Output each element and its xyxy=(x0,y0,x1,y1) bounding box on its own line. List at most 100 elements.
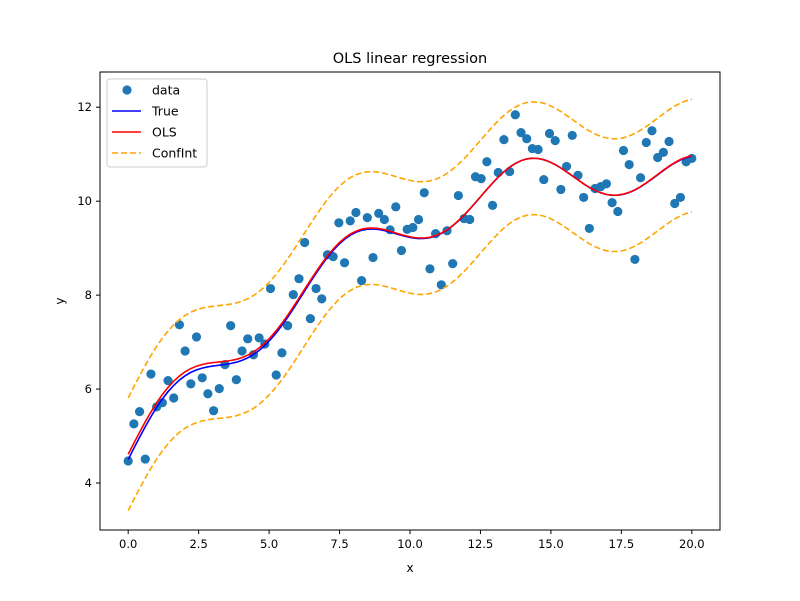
data-point xyxy=(601,179,612,189)
data-point xyxy=(379,214,389,225)
data-point xyxy=(134,407,145,417)
data-point xyxy=(584,223,594,234)
data-point xyxy=(208,406,219,416)
data-point xyxy=(675,192,686,203)
data-point xyxy=(453,190,463,201)
data-point xyxy=(687,153,697,164)
y-axis-label: y xyxy=(53,297,67,304)
data-point xyxy=(288,290,298,300)
legend-label: ConfInt xyxy=(152,146,197,161)
data-point xyxy=(368,252,378,263)
data-point xyxy=(294,274,304,284)
data-point xyxy=(254,333,264,343)
x-tick-label: 5.0 xyxy=(260,537,278,551)
data-point xyxy=(493,167,503,178)
data-point xyxy=(624,159,634,170)
data-point xyxy=(186,379,196,389)
x-tick-label: 17.5 xyxy=(609,537,635,551)
data-point xyxy=(265,283,276,294)
data-point xyxy=(635,173,646,183)
data-point xyxy=(180,346,190,356)
data-point xyxy=(157,398,167,408)
ols-line xyxy=(127,154,693,455)
x-tick-label: 10.0 xyxy=(397,537,423,551)
data-point xyxy=(482,157,492,167)
legend-label: OLS xyxy=(152,125,177,140)
x-tick-label: 12.5 xyxy=(468,537,494,551)
data-point xyxy=(413,214,424,225)
chart-title: OLS linear regression xyxy=(333,51,487,67)
data-point xyxy=(197,373,207,383)
data-point xyxy=(129,419,139,429)
confint-upper-line xyxy=(127,98,693,399)
data-point xyxy=(277,348,287,358)
data-point xyxy=(237,346,247,356)
data-point xyxy=(317,294,327,304)
data-point xyxy=(522,134,532,144)
data-point xyxy=(664,136,674,147)
data-point xyxy=(618,145,629,156)
data-point xyxy=(505,166,515,177)
x-tick-label: 2.5 xyxy=(189,537,207,551)
data-point xyxy=(539,174,549,185)
data-point xyxy=(499,135,509,145)
data-point xyxy=(579,192,589,203)
data-point xyxy=(351,207,361,218)
data-point xyxy=(641,137,651,148)
x-axis-label: x xyxy=(406,561,413,575)
data-point xyxy=(533,144,543,155)
data-point xyxy=(425,264,435,274)
data-point xyxy=(391,202,401,212)
data-point xyxy=(647,126,657,136)
data-point xyxy=(670,198,680,209)
data-point xyxy=(362,213,372,223)
data-point xyxy=(226,321,236,331)
data-point xyxy=(561,161,572,172)
data-point xyxy=(357,275,367,286)
data-point xyxy=(550,135,560,146)
data-point xyxy=(607,197,617,208)
data-point xyxy=(448,259,458,269)
data-point xyxy=(146,369,156,379)
confint-lower-line xyxy=(127,211,693,511)
legend-label: True xyxy=(151,104,179,119)
data-point xyxy=(339,258,350,268)
data-point xyxy=(408,222,418,233)
data-point xyxy=(465,214,475,225)
data-point xyxy=(419,188,429,198)
data-point xyxy=(305,314,315,324)
data-point xyxy=(487,200,498,211)
data-point xyxy=(123,456,133,466)
data-point xyxy=(436,280,446,290)
x-tick-label: 7.5 xyxy=(330,537,348,551)
legend-marker-data xyxy=(122,85,132,95)
data-point xyxy=(191,332,202,342)
data-point xyxy=(300,237,310,248)
data-point xyxy=(630,254,640,265)
data-point xyxy=(345,216,355,226)
data-point xyxy=(243,334,253,344)
y-tick-label: 10 xyxy=(77,194,92,208)
data-point xyxy=(163,376,173,386)
data-point xyxy=(214,384,224,394)
legend: data True OLS ConfInt xyxy=(106,78,208,168)
data-point xyxy=(140,454,150,464)
data-point xyxy=(311,283,321,294)
data-point xyxy=(567,130,577,141)
data-point xyxy=(613,206,623,217)
legend-label: data xyxy=(152,83,180,98)
x-tick-label: 20.0 xyxy=(679,537,705,551)
data-point xyxy=(516,127,526,138)
data-point xyxy=(334,218,344,228)
x-tick-label: 15.0 xyxy=(538,537,564,551)
y-tick-label: 12 xyxy=(77,100,92,114)
data-point xyxy=(544,128,555,139)
data-point xyxy=(203,389,213,399)
y-tick-label: 6 xyxy=(85,382,92,396)
data-point xyxy=(271,370,281,380)
data-point xyxy=(476,174,486,184)
data-point xyxy=(556,184,566,195)
data-point xyxy=(573,170,583,180)
y-tick-label: 8 xyxy=(85,288,92,302)
